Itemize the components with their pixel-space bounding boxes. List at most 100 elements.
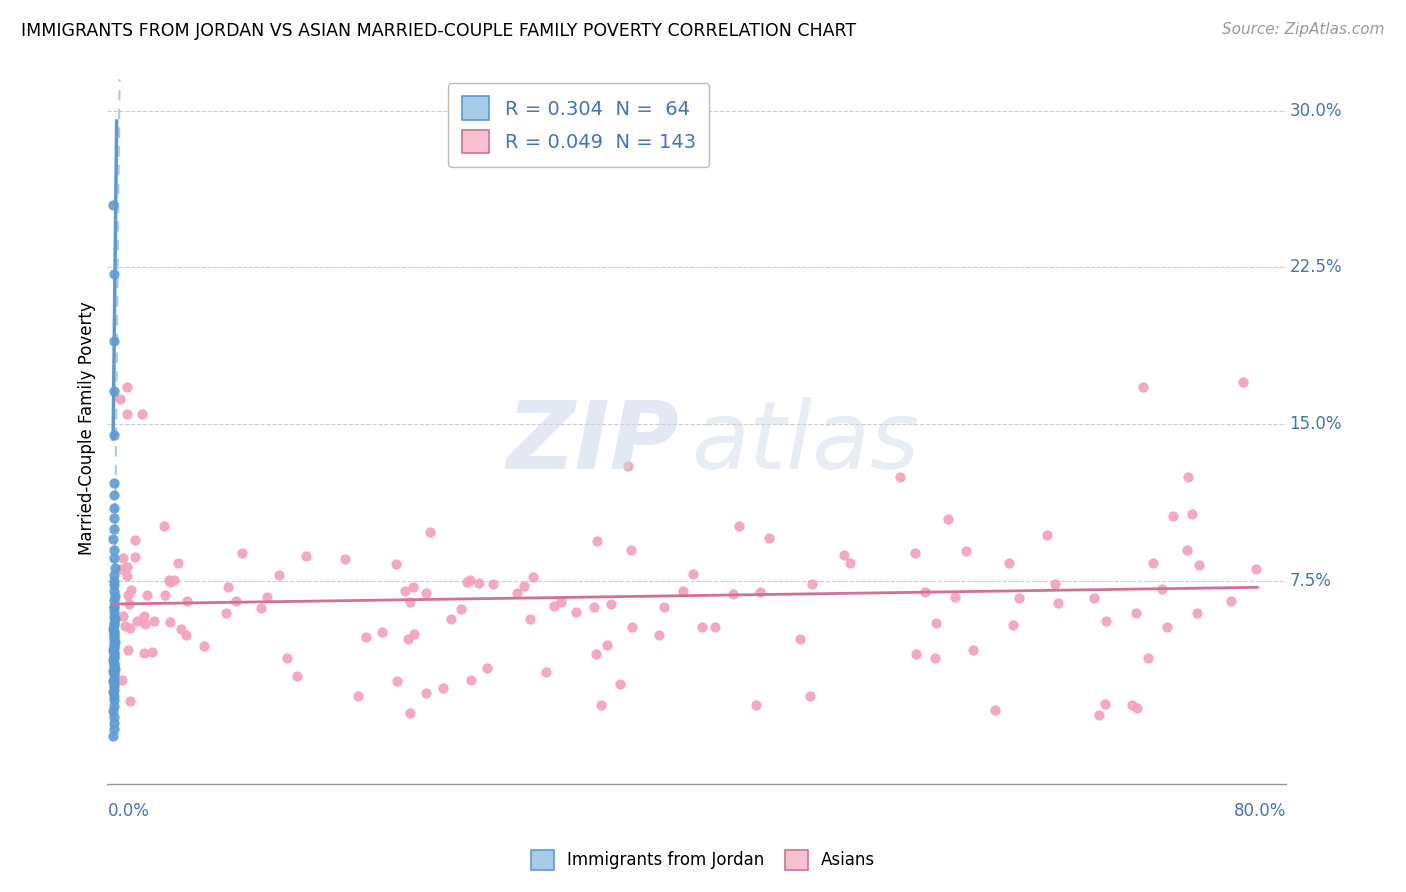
Point — [103, 488, 125, 502]
Point — [103, 475, 125, 490]
Point — [103, 609, 125, 624]
Point — [103, 634, 125, 648]
Text: 22.5%: 22.5% — [1289, 259, 1343, 277]
Point — [749, 585, 772, 599]
Point — [1046, 595, 1069, 609]
Point — [103, 427, 125, 442]
Point — [103, 673, 125, 687]
Point — [103, 704, 125, 718]
Point — [586, 534, 609, 549]
Point — [103, 639, 125, 653]
Point — [159, 615, 181, 630]
Point — [103, 628, 125, 642]
Point — [103, 622, 125, 636]
Point — [1132, 379, 1154, 393]
Point — [103, 612, 125, 626]
Point — [1088, 707, 1111, 722]
Point — [103, 567, 125, 582]
Point — [800, 577, 823, 591]
Point — [103, 522, 125, 536]
Point — [721, 587, 744, 601]
Text: ZIP: ZIP — [506, 397, 679, 489]
Point — [620, 543, 643, 558]
Point — [103, 679, 125, 693]
Point — [143, 614, 166, 628]
Point — [1220, 594, 1243, 608]
Point — [583, 599, 606, 614]
Text: 80.0%: 80.0% — [1233, 802, 1286, 820]
Point — [799, 689, 821, 703]
Point — [832, 548, 855, 562]
Point — [599, 597, 621, 611]
Point — [620, 620, 643, 634]
Point — [354, 631, 377, 645]
Point — [176, 593, 198, 607]
Point — [456, 574, 478, 589]
Point — [103, 334, 125, 348]
Point — [415, 686, 437, 700]
Point — [103, 666, 125, 681]
Point — [889, 469, 911, 483]
Point — [955, 544, 977, 558]
Point — [924, 650, 946, 665]
Point — [153, 588, 176, 602]
Point — [111, 551, 134, 566]
Point — [1094, 697, 1116, 711]
Point — [609, 677, 631, 691]
Legend: R = 0.304  N =  64, R = 0.049  N = 143: R = 0.304 N = 64, R = 0.049 N = 143 — [449, 83, 710, 167]
Point — [256, 590, 278, 604]
Point — [121, 582, 143, 597]
Y-axis label: Married-Couple Family Poverty: Married-Couple Family Poverty — [79, 301, 96, 556]
Point — [936, 512, 959, 526]
Point — [103, 615, 125, 630]
Point — [103, 653, 125, 667]
Point — [1232, 376, 1254, 390]
Point — [103, 574, 125, 588]
Point — [513, 579, 536, 593]
Point — [103, 659, 125, 673]
Point — [419, 525, 441, 540]
Point — [943, 590, 966, 604]
Point — [1043, 577, 1066, 591]
Point — [103, 384, 125, 398]
Point — [1152, 582, 1174, 596]
Point — [758, 531, 780, 545]
Text: 0.0%: 0.0% — [107, 802, 149, 820]
Point — [432, 681, 454, 696]
Point — [110, 392, 132, 406]
Point — [103, 561, 125, 575]
Point — [103, 584, 125, 599]
Point — [103, 632, 125, 647]
Point — [534, 665, 557, 679]
Point — [1083, 591, 1105, 606]
Point — [1036, 528, 1059, 542]
Point — [450, 602, 472, 616]
Point — [905, 647, 928, 661]
Text: 15.0%: 15.0% — [1289, 416, 1341, 434]
Text: 30.0%: 30.0% — [1289, 102, 1341, 120]
Point — [387, 673, 409, 688]
Point — [1177, 469, 1199, 483]
Point — [114, 618, 136, 632]
Point — [1175, 543, 1198, 558]
Point — [166, 556, 188, 570]
Point — [131, 407, 153, 421]
Text: 7.5%: 7.5% — [1289, 572, 1331, 590]
Point — [127, 615, 149, 629]
Point — [506, 586, 529, 600]
Point — [585, 647, 607, 661]
Point — [333, 551, 356, 566]
Point — [103, 592, 125, 607]
Point — [103, 624, 125, 639]
Point — [998, 556, 1021, 570]
Point — [231, 546, 253, 560]
Point — [617, 458, 640, 473]
Point — [103, 682, 125, 697]
Point — [648, 628, 671, 642]
Point — [962, 642, 984, 657]
Point — [727, 519, 749, 533]
Point — [371, 625, 394, 640]
Point — [984, 703, 1007, 717]
Point — [110, 673, 132, 687]
Point — [124, 533, 146, 547]
